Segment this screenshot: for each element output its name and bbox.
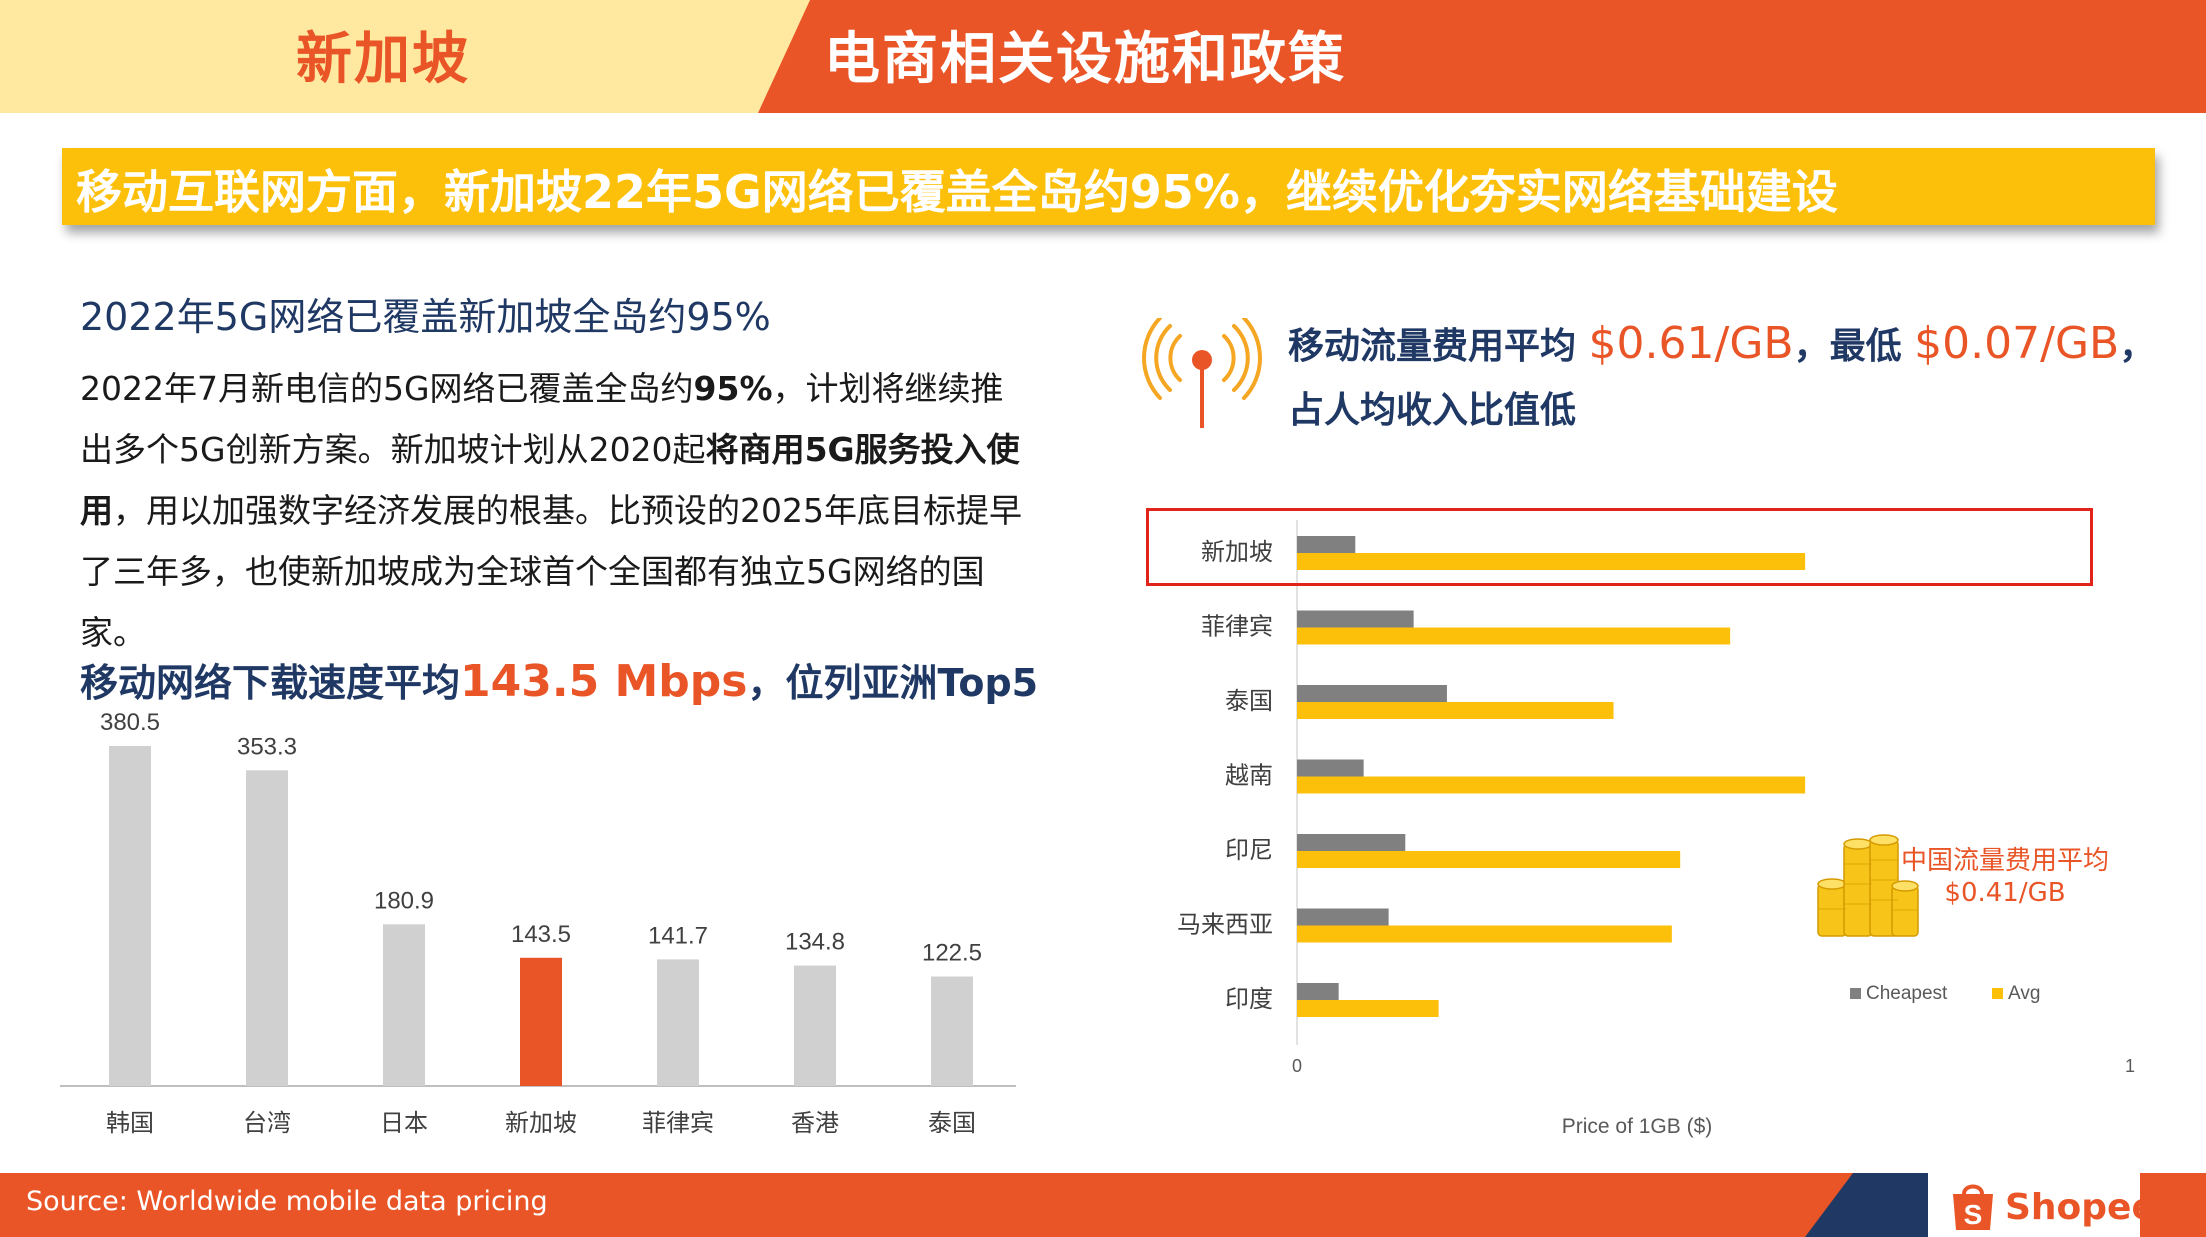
singapore-highlight-box — [1146, 508, 2093, 586]
bar-cheapest-2 — [1297, 685, 1447, 702]
para-bold-2: 将商用5G服务投入使用 — [80, 430, 1020, 530]
fee-line1-mid: ，最低 — [1793, 326, 1915, 367]
speed-heading-post: ，位列亚洲Top5 — [747, 661, 1039, 705]
svg-text:S: S — [1964, 1199, 1983, 1230]
y-tick-label-2: 泰国 — [1225, 687, 1273, 715]
data-label-0: 380.5 — [100, 709, 160, 736]
headline-text: 移动互联网方面，新加坡22年5G网络已覆盖全岛约95%，继续优化夯实网络基础建设 — [76, 165, 1838, 219]
y-tick-label-5: 马来西亚 — [1177, 911, 1273, 939]
bar-avg-3 — [1297, 776, 1806, 794]
x-tick-label-1: 1 — [2125, 1056, 2135, 1076]
bar-6 — [931, 976, 973, 1086]
y-tick-label-4: 印尼 — [1225, 836, 1273, 864]
data-label-4: 141.7 — [648, 922, 708, 949]
x-tick-label-2: 日本 — [380, 1109, 428, 1137]
y-tick-label-1: 菲律宾 — [1201, 613, 1273, 641]
page-title: 电商相关设施和政策 — [824, 27, 1346, 92]
shopee-wordmark: Shopee — [2005, 1187, 2156, 1228]
y-tick-label-6: 印度 — [1225, 985, 1273, 1013]
speed-heading-value: 143.5 Mbps — [460, 656, 748, 707]
bar-2 — [383, 924, 425, 1086]
speed-heading: 移动网络下载速度平均143.5 Mbps，位列亚洲Top5 — [80, 652, 1038, 707]
bar-avg-1 — [1297, 627, 1731, 645]
data-label-6: 122.5 — [922, 940, 982, 967]
x-tick-label-4: 菲律宾 — [642, 1109, 714, 1137]
para-bold-1: 95% — [693, 369, 773, 408]
speed-heading-pre: 移动网络下载速度平均 — [80, 661, 461, 705]
bar-cheapest-5 — [1297, 908, 1389, 926]
para-text-1: 2022年7月新电信的5G网络已覆盖全岛约 — [80, 369, 694, 408]
bar-avg-0 — [1297, 553, 1806, 570]
bar-cheapest-3 — [1297, 759, 1364, 777]
bar-avg-5 — [1297, 925, 1672, 943]
x-tick-label-1: 台湾 — [243, 1109, 291, 1137]
bar-cheapest-1 — [1297, 610, 1414, 628]
bar-avg-4 — [1297, 851, 1681, 868]
x-tick-label-0: 韩国 — [106, 1109, 154, 1137]
bar-5 — [794, 965, 836, 1086]
legend-swatch-cheapest — [1850, 988, 1861, 999]
x-tick-label-6: 泰国 — [928, 1109, 976, 1137]
signal-tower-icon — [1142, 318, 1262, 428]
bar-cheapest-6 — [1297, 983, 1339, 1000]
header-country: 新加坡 — [296, 27, 470, 92]
fee-line1-post: ， — [2119, 326, 2156, 367]
shopee-bag-icon: S — [1953, 1184, 1993, 1230]
legend-label-avg: Avg — [2008, 983, 2040, 1004]
china-fee-note: 中国流量费用平均 $0.41/GB — [1900, 845, 2110, 909]
headline-banner: 移动互联网方面，新加坡22年5G网络已覆盖全岛约95%，继续优化夯实网络基础建设 — [62, 148, 2155, 225]
data-label-3: 143.5 — [511, 921, 571, 948]
china-fee-note-line1: 中国流量费用平均 — [1900, 846, 2109, 876]
bar-1 — [246, 770, 288, 1086]
fee-average: $0.61/GB — [1588, 318, 1794, 369]
data-label-5: 134.8 — [785, 929, 845, 956]
fee-heading-line1: 移动流量费用平均 $0.61/GB，最低 $0.07/GB， — [1288, 312, 2155, 379]
fee-heading-line2: 占人均收入比值低 — [1288, 390, 1577, 431]
china-fee-note-line2: $0.41/GB — [1944, 878, 2066, 908]
fee-minimum: $0.07/GB — [1914, 318, 2120, 369]
x-tick-label-5: 香港 — [791, 1109, 839, 1137]
bar-3 — [520, 957, 562, 1086]
data-label-1: 353.3 — [237, 733, 297, 760]
y-tick-label-0: 新加坡 — [1201, 538, 1273, 566]
x-axis-title: Price of 1GB ($) — [1562, 1115, 1713, 1138]
bar-cheapest-0 — [1297, 536, 1356, 553]
y-tick-label-3: 越南 — [1225, 762, 1273, 790]
bar-4 — [657, 959, 699, 1086]
legend-label-cheapest: Cheapest — [1866, 983, 1948, 1004]
x-tick-label-0: 0 — [1292, 1056, 1302, 1076]
description-paragraph: 2022年7月新电信的5G网络已覆盖全岛约95%，计划将继续推出多个5G创新方案… — [80, 358, 1030, 663]
fee-heading: 移动流量费用平均 $0.61/GB，最低 $0.07/GB， 占人均收入比值低 — [1288, 312, 2155, 443]
section-subheading: 2022年5G网络已覆盖新加坡全岛约95% — [80, 295, 771, 339]
legend-swatch-avg — [1992, 988, 2003, 999]
speed-bar-chart: 380.5 韩国 353.3 台湾 180.9 日本 143.5 新加坡 141.7 菲律宾 134… — [60, 709, 1016, 1137]
bar-avg-6 — [1297, 1000, 1439, 1017]
header-country-panel — [0, 0, 810, 113]
bar-avg-2 — [1297, 702, 1614, 719]
gold-coins-icon — [1817, 834, 1919, 937]
fee-line1-pre: 移动流量费用平均 — [1288, 326, 1589, 367]
para-text-3: ，用以加强数字经济发展的根基。比预设的2025年底目标提早了三年多，也使新加坡成… — [80, 491, 1022, 652]
data-label-2: 180.9 — [374, 887, 434, 914]
source-note: Source: Worldwide mobile data pricing — [26, 1186, 548, 1217]
para-text-2: ，计划将继续推出多个5G创新方案。新加坡计划从2020起 — [80, 369, 1004, 469]
bar-0 — [109, 746, 151, 1086]
x-tick-label-3: 新加坡 — [505, 1109, 577, 1137]
bar-cheapest-4 — [1297, 834, 1406, 851]
